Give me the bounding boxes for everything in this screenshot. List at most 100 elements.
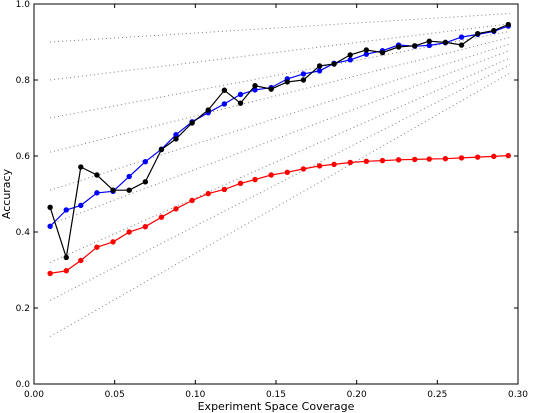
series-3-point-5	[110, 239, 116, 245]
series-3-point-4	[94, 244, 100, 250]
series-1-point-4	[94, 190, 100, 196]
series-3-point-14	[252, 176, 258, 183]
series-2-point-24	[412, 43, 418, 49]
series-2-point-17	[300, 77, 307, 83]
series-3-point-23	[395, 157, 402, 163]
series-2-point-28	[474, 30, 481, 37]
series-2-point-9	[173, 136, 179, 142]
series-2-point-29	[491, 27, 497, 34]
series-1-point-13	[237, 91, 244, 98]
y-tick-labels: 0.0 0.2 0.4 0.6 0.8 1.0	[16, 0, 31, 390]
series-1-point-27	[458, 34, 465, 40]
series-3-point-17	[300, 166, 307, 172]
series-2-point-22	[379, 49, 386, 56]
series-3-point-10	[189, 197, 195, 204]
series-1-point-6	[126, 173, 132, 180]
series-3-point-15	[268, 172, 274, 178]
series-3-point-29	[491, 153, 497, 160]
reference-line-1	[49, 72, 511, 337]
series-2-point-3	[78, 164, 84, 170]
series-3-point-24	[412, 156, 418, 163]
y-tick-label: 0.6	[16, 152, 31, 162]
series-2-point-6	[126, 187, 132, 193]
series-2-point-8	[158, 146, 165, 153]
series-1-point-20	[347, 57, 353, 63]
series-1-point-12	[221, 101, 228, 107]
series-2-point-25	[426, 38, 432, 44]
axis-ticks	[33, 3, 519, 385]
series-1-point-17	[300, 71, 307, 77]
series-3-point-25	[426, 156, 432, 162]
series-2-point-27	[458, 42, 465, 48]
series-1-point-7	[142, 159, 149, 165]
series-3-point-16	[284, 169, 290, 176]
series-3-point-12	[221, 186, 228, 193]
x-tick-label: 0.10	[185, 390, 205, 400]
series-1-point-18	[316, 68, 323, 74]
series-3-point-8	[158, 214, 165, 220]
x-tick-labels: 0.00 0.05 0.10 0.15 0.20 0.25 0.30	[24, 390, 528, 400]
series-2-point-14	[252, 83, 258, 89]
series-2-point-4	[94, 172, 100, 178]
x-tick-label: 0.30	[508, 390, 528, 400]
x-tick-label: 0.20	[347, 390, 367, 400]
series-3-line	[50, 155, 509, 274]
series-2-point-21	[363, 47, 370, 53]
y-tick-label: 0.2	[16, 304, 30, 314]
series-2-point-16	[284, 79, 290, 85]
x-tick-label: 0.15	[266, 390, 286, 400]
series-2-point-30	[505, 21, 512, 28]
series-3-point-6	[126, 229, 132, 235]
series-3-point-2	[63, 268, 69, 274]
x-tick-label: 0.25	[427, 390, 447, 400]
series-3-point-1	[47, 270, 53, 277]
series-1-line	[49, 25, 509, 227]
series-2-point-10	[189, 120, 195, 126]
series-2-point-13	[237, 100, 244, 106]
reference-line-9	[50, 13, 510, 43]
series-2-point-5	[110, 187, 116, 193]
series-3-point-26	[442, 155, 449, 162]
series-2-point-19	[331, 61, 337, 67]
series-2-point-26	[442, 39, 449, 46]
series-2-point-12	[221, 87, 228, 93]
series-1-point-3	[78, 202, 84, 209]
series-3-point-9	[173, 206, 179, 212]
y-tick-label: 0.0	[16, 380, 31, 390]
y-tick-label: 0.4	[16, 228, 31, 238]
reference-line-6	[50, 36, 511, 153]
series-3-point-28	[474, 154, 481, 160]
series-3-point-30	[505, 152, 512, 159]
series-3-point-20	[347, 159, 353, 166]
reference-line-5	[49, 43, 511, 191]
x-tick-label: 0.05	[105, 390, 125, 400]
y-tick-label: 0.8	[16, 76, 31, 86]
y-axis-label: Accuracy	[0, 168, 13, 219]
series-3-point-21	[363, 158, 370, 165]
series-2-point-2	[63, 254, 69, 261]
series-layer	[47, 21, 512, 277]
series-2-point-23	[395, 44, 402, 50]
series-3-point-22	[379, 157, 386, 164]
y-tick-label: 1.0	[16, 0, 31, 10]
x-axis-label: Experiment Space Coverage	[198, 400, 355, 413]
series-1-point-2	[63, 207, 69, 213]
series-3-point-19	[331, 161, 337, 168]
series-2-point-15	[268, 86, 274, 92]
x-tick-label: 0.00	[24, 390, 44, 400]
reference-lines	[49, 13, 511, 337]
series-2-point-20	[347, 52, 353, 58]
series-3-point-27	[458, 155, 465, 161]
series-2-point-1	[47, 204, 53, 211]
series-1-point-1	[47, 223, 53, 230]
series-3-point-13	[237, 180, 244, 187]
series-2-point-18	[316, 63, 323, 69]
series-3-point-3	[78, 257, 84, 264]
series-3-point-7	[142, 223, 149, 230]
series-3-point-18	[316, 163, 323, 169]
series-3-point-11	[205, 190, 211, 197]
series-2-point-7	[142, 179, 149, 185]
series-2-point-11	[205, 107, 211, 113]
